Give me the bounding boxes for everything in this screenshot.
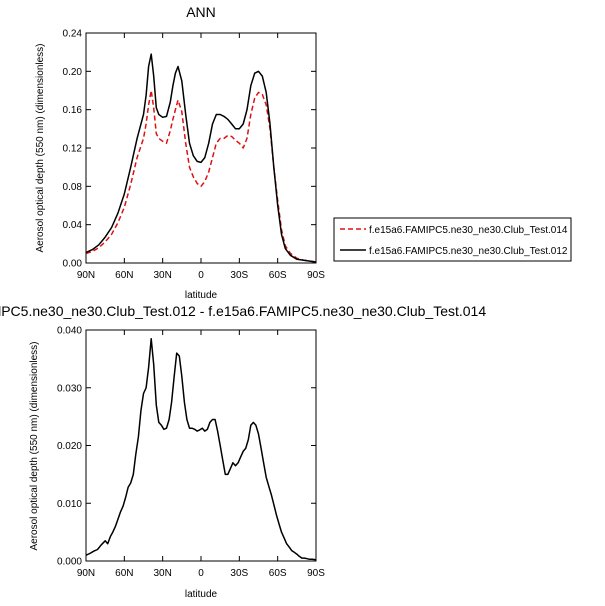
y-tick-label: 0.010 [57, 499, 82, 510]
bottom-chart-title: llPC5.ne30_ne30.Club_Test.012 - f.e15a6.… [0, 303, 486, 319]
bottom-chart: llPC5.ne30_ne30.Club_Test.012 - f.e15a6.… [0, 303, 486, 600]
series-line-0-1 [85, 53, 317, 263]
top-chart-series [85, 53, 317, 263]
bottom-chart-xlabel: latitude [185, 589, 218, 600]
bottom-chart-series [85, 337, 317, 561]
y-tick-label: 0.020 [57, 441, 82, 452]
bottom-chart-ticks: 90N 60N 30N 0 30S 60S 90S 0.000 0.010 0.020 0.030 0… [57, 326, 325, 580]
x-tick-label: 60N [115, 270, 133, 281]
y-tick-label: 0.08 [63, 182, 83, 193]
y-tick-label: 0.04 [63, 220, 83, 231]
x-tick-label: 30N [153, 270, 171, 281]
x-tick-label: 60S [269, 568, 287, 579]
y-tick-label: 0.000 [57, 557, 82, 568]
y-tick-label: 0.030 [57, 383, 82, 394]
bottom-chart-frame [85, 329, 317, 562]
top-chart-frame [85, 32, 317, 264]
legend-box [333, 217, 572, 262]
y-tick-label: 0.040 [57, 326, 82, 337]
y-tick-label: 0.20 [63, 67, 83, 78]
x-tick-label: 90N [77, 568, 95, 579]
top-chart-title: ANN [186, 4, 216, 20]
x-tick-label: 90S [307, 568, 325, 579]
bottom-chart-ylabel: Aerosol optical depth (550 nm) (dimensio… [29, 342, 40, 551]
top-chart-legend: f.e15a6.FAMIPC5.ne30_ne30.Club_Test.014 … [333, 217, 572, 262]
x-tick-label: 60S [269, 270, 287, 281]
x-tick-label: 0 [198, 568, 204, 579]
x-tick-label: 60N [115, 568, 133, 579]
legend-label-test014: f.e15a6.FAMIPC5.ne30_ne30.Club_Test.014 [369, 225, 568, 236]
top-chart-ylabel: Aerosol optical depth (550 nm) (dimensio… [35, 44, 46, 253]
top-chart-xlabel: latitude [185, 290, 218, 301]
x-tick-label: 0 [198, 270, 204, 281]
x-tick-label: 90N [77, 270, 95, 281]
x-tick-label: 30S [230, 270, 248, 281]
top-chart-ticks: 90N 60N 30N 0 30S 60S 90S 0.00 0.04 0.08 0.12 0.16 0… [63, 29, 326, 282]
top-chart: ANN latitude Aerosol optical depth (550 … [35, 4, 325, 301]
y-tick-label: 0.12 [63, 144, 83, 155]
y-tick-label: 0.24 [63, 29, 83, 40]
x-tick-label: 30N [153, 568, 171, 579]
x-tick-label: 30S [230, 568, 248, 579]
x-tick-label: 90S [307, 270, 325, 281]
legend-label-test012: f.e15a6.FAMIPC5.ne30_ne30.Club_Test.012 [369, 246, 568, 257]
y-tick-label: 0.16 [63, 105, 83, 116]
series-line-1-0 [85, 337, 317, 561]
y-tick-label: 0.00 [63, 259, 83, 270]
